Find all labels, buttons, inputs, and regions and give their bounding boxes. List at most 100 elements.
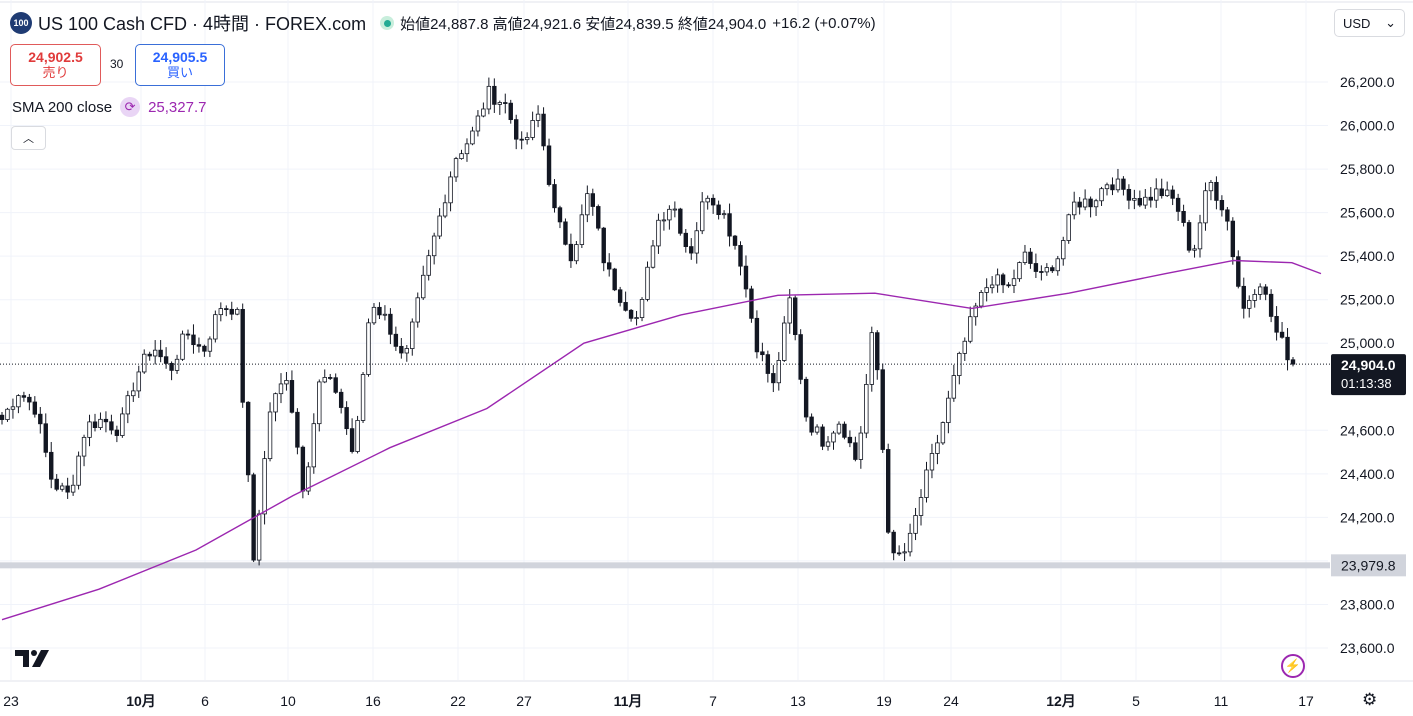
- candle: [229, 301, 234, 321]
- candle: [163, 347, 169, 369]
- candle: [49, 441, 54, 489]
- candle: [1219, 195, 1225, 217]
- candle: [546, 138, 552, 187]
- candle: [393, 326, 399, 351]
- candle: [563, 218, 568, 246]
- candle: [771, 365, 776, 393]
- candle: [1011, 269, 1017, 294]
- candle: [54, 474, 59, 492]
- candle: [1055, 255, 1060, 276]
- tradingview-logo-icon: [15, 650, 49, 667]
- candle: [328, 373, 333, 381]
- price-change: +16.2 (+0.07%): [772, 14, 876, 32]
- candle: [738, 241, 743, 276]
- support-line[interactable]: [0, 562, 1330, 569]
- candle: [404, 345, 410, 362]
- candle: [612, 267, 617, 292]
- candle: [918, 489, 924, 526]
- chart-header: 100 US 100 Cash CFD · 4時間 · FOREX.com 始値…: [10, 11, 876, 35]
- chevron-down-icon: ⌄: [1385, 15, 1396, 30]
- candle: [1099, 186, 1104, 206]
- candle: [289, 370, 295, 414]
- candle: [858, 426, 864, 469]
- candle: [760, 342, 765, 362]
- ohlc-values: 始値24,887.8 高値24,921.6 安値24,839.5 終値24,90…: [400, 13, 766, 34]
- chevron-up-icon: ︿: [23, 133, 34, 145]
- lightning-icon[interactable]: ⚡: [1281, 654, 1305, 678]
- candle: [1033, 253, 1039, 279]
- candle: [924, 461, 929, 503]
- candle: [426, 249, 431, 281]
- currency-select[interactable]: USD ⌄: [1334, 9, 1405, 37]
- candle: [962, 337, 967, 361]
- candle: [683, 229, 688, 253]
- candle: [453, 156, 459, 182]
- candle: [371, 303, 377, 325]
- candle: [1006, 282, 1011, 288]
- candle: [475, 110, 481, 137]
- sma-value: 25,327.7: [148, 98, 207, 116]
- x-axis[interactable]: 23 10月 6 10 16 22 27 11月 7 13 19 24 12月 5 11 17: [3, 693, 1314, 709]
- candle: [749, 285, 754, 323]
- y-tick-label: 25,400.0: [1340, 248, 1395, 264]
- candle: [240, 303, 245, 408]
- candle: [585, 185, 590, 223]
- candle: [1154, 178, 1159, 208]
- candle: [607, 253, 612, 277]
- x-tick-label: 16: [365, 693, 381, 709]
- candle: [568, 233, 574, 268]
- candle: [306, 462, 311, 496]
- y-tick-label: 23,800.0: [1340, 596, 1395, 612]
- candle: [820, 424, 825, 451]
- candle: [125, 390, 131, 424]
- candle: [1279, 321, 1285, 339]
- collapse-legend-button[interactable]: ︿: [11, 126, 46, 150]
- candle: [798, 329, 803, 385]
- x-tick-label: 10月: [126, 693, 156, 709]
- sma-legend[interactable]: SMA 200 close ⟳ 25,327.7: [12, 97, 206, 117]
- candle: [317, 379, 322, 432]
- buy-button[interactable]: 24,905.5 買い: [135, 44, 225, 86]
- candle: [1230, 217, 1236, 265]
- candle: [21, 391, 27, 402]
- candle: [1121, 176, 1126, 196]
- candle: [382, 305, 388, 321]
- candle: [743, 255, 749, 298]
- candle: [1268, 289, 1274, 323]
- sell-button[interactable]: 24,902.5 売り: [10, 44, 101, 86]
- symbol-logo: 100: [10, 12, 32, 34]
- candle: [1192, 244, 1197, 258]
- x-tick-label: 5: [1132, 693, 1140, 709]
- symbol-title[interactable]: US 100 Cash CFD · 4時間 · FOREX.com: [38, 14, 367, 34]
- candle: [535, 105, 541, 128]
- candle: [442, 194, 448, 219]
- candle: [470, 126, 475, 146]
- candle: [92, 413, 98, 432]
- candle: [929, 443, 935, 479]
- candle: [399, 338, 404, 359]
- candle: [421, 265, 426, 300]
- y-tick-label: 24,600.0: [1340, 422, 1395, 438]
- candle: [415, 292, 420, 328]
- candle: [935, 434, 940, 465]
- candle: [896, 545, 902, 556]
- candle: [836, 421, 842, 435]
- candle: [973, 302, 978, 326]
- candle: [492, 78, 497, 113]
- candle: [1137, 190, 1143, 208]
- high-value: 24,921.6: [522, 15, 582, 33]
- candle: [689, 238, 694, 260]
- x-tick-label: 10: [280, 693, 296, 709]
- candle: [574, 241, 579, 265]
- candle: [809, 413, 814, 436]
- candle: [524, 132, 530, 145]
- candle: [355, 415, 360, 454]
- settings-icon[interactable]: ⚙: [1362, 690, 1378, 709]
- candle: [913, 507, 918, 541]
- candle: [1077, 197, 1082, 215]
- candle: [831, 430, 836, 450]
- sma-200-line: [1, 259, 1322, 621]
- candle: [360, 372, 366, 423]
- candle: [349, 418, 355, 454]
